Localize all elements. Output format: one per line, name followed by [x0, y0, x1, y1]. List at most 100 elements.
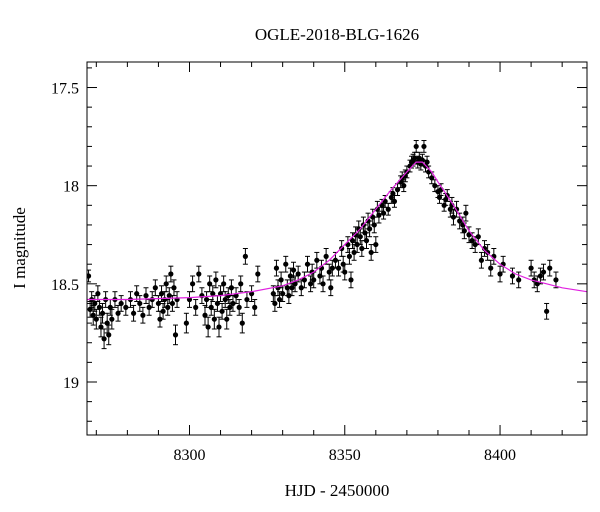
point-marker [326, 269, 332, 275]
point-marker [216, 324, 222, 330]
data-point [224, 308, 230, 330]
point-marker [236, 304, 242, 310]
point-marker [222, 296, 228, 303]
point-marker [242, 253, 248, 259]
data-point [320, 275, 326, 293]
data-point [301, 271, 307, 289]
point-marker [140, 312, 146, 318]
model-curve [87, 161, 587, 301]
data-point [348, 271, 354, 289]
point-marker [314, 257, 320, 263]
point-marker [202, 312, 208, 318]
point-marker [244, 296, 250, 303]
point-marker [349, 238, 356, 244]
point-marker [155, 300, 162, 307]
point-marker [424, 159, 430, 165]
data-point [252, 299, 258, 316]
point-marker [221, 281, 227, 287]
data-point [373, 236, 379, 253]
data-point [93, 308, 99, 330]
point-marker [308, 281, 314, 287]
point-marker [286, 293, 292, 299]
data-point [335, 259, 342, 277]
point-marker [301, 277, 307, 283]
data-point [401, 179, 407, 193]
point-marker [214, 300, 221, 307]
point-marker [371, 222, 377, 228]
point-marker [298, 285, 304, 291]
point-marker [211, 316, 217, 322]
y-tick-label: 18 [63, 179, 79, 196]
point-marker [304, 261, 311, 267]
plot-frame [86, 61, 588, 436]
data-point [152, 279, 158, 297]
data-point [101, 328, 107, 350]
data-point [219, 302, 225, 320]
data-point [238, 275, 244, 293]
data-point [149, 291, 155, 308]
point-marker [544, 308, 550, 314]
point-marker [168, 271, 174, 277]
point-marker [390, 190, 396, 197]
point-marker [540, 269, 547, 275]
data-point [363, 232, 370, 249]
point-marker [171, 285, 177, 291]
data-point [380, 206, 387, 220]
point-marker [351, 249, 357, 256]
point-marker [450, 214, 457, 220]
point-marker [106, 332, 112, 338]
point-marker [157, 316, 163, 322]
data-point [207, 275, 213, 293]
data-point [123, 299, 129, 316]
point-marker [376, 212, 382, 218]
point-marker [101, 336, 107, 342]
point-marker [193, 304, 199, 310]
point-marker [169, 300, 176, 307]
point-marker [342, 269, 348, 275]
point-marker [335, 265, 342, 271]
point-marker [87, 306, 93, 312]
point-marker [373, 241, 379, 248]
point-marker [353, 232, 359, 238]
data-point [367, 220, 373, 238]
point-marker [391, 198, 398, 204]
y-tick-label: 18.5 [51, 277, 79, 294]
data-point [394, 183, 401, 196]
point-marker [534, 281, 540, 287]
point-marker [290, 267, 297, 273]
data-point [228, 279, 235, 297]
chart-title: OGLE-2018-BLG-1626 [255, 25, 419, 44]
point-marker [230, 300, 236, 307]
data-point [385, 202, 391, 216]
point-marker [252, 304, 258, 310]
point-marker [224, 316, 230, 322]
point-marker [363, 238, 370, 244]
data-point [196, 265, 202, 283]
plot-area [87, 140, 587, 350]
data-point [106, 324, 112, 346]
data-point [314, 251, 320, 269]
point-marker [239, 320, 245, 326]
data-point [534, 275, 540, 293]
point-marker [160, 308, 166, 314]
data-point [92, 295, 98, 312]
point-marker [98, 324, 104, 330]
point-marker [311, 277, 317, 283]
point-marker [163, 281, 169, 287]
data-point [163, 275, 169, 293]
data-point [202, 304, 208, 326]
y-tick-label: 17.5 [51, 81, 79, 98]
point-marker [134, 291, 140, 297]
point-marker [205, 324, 211, 330]
point-marker [478, 257, 485, 263]
point-marker [421, 143, 427, 150]
point-marker [210, 291, 216, 297]
point-marker [475, 234, 481, 240]
point-marker [272, 300, 278, 307]
data-point [87, 269, 92, 283]
data-point [528, 259, 534, 277]
data-point [208, 299, 214, 316]
point-marker [354, 241, 360, 248]
data-point [342, 263, 348, 281]
